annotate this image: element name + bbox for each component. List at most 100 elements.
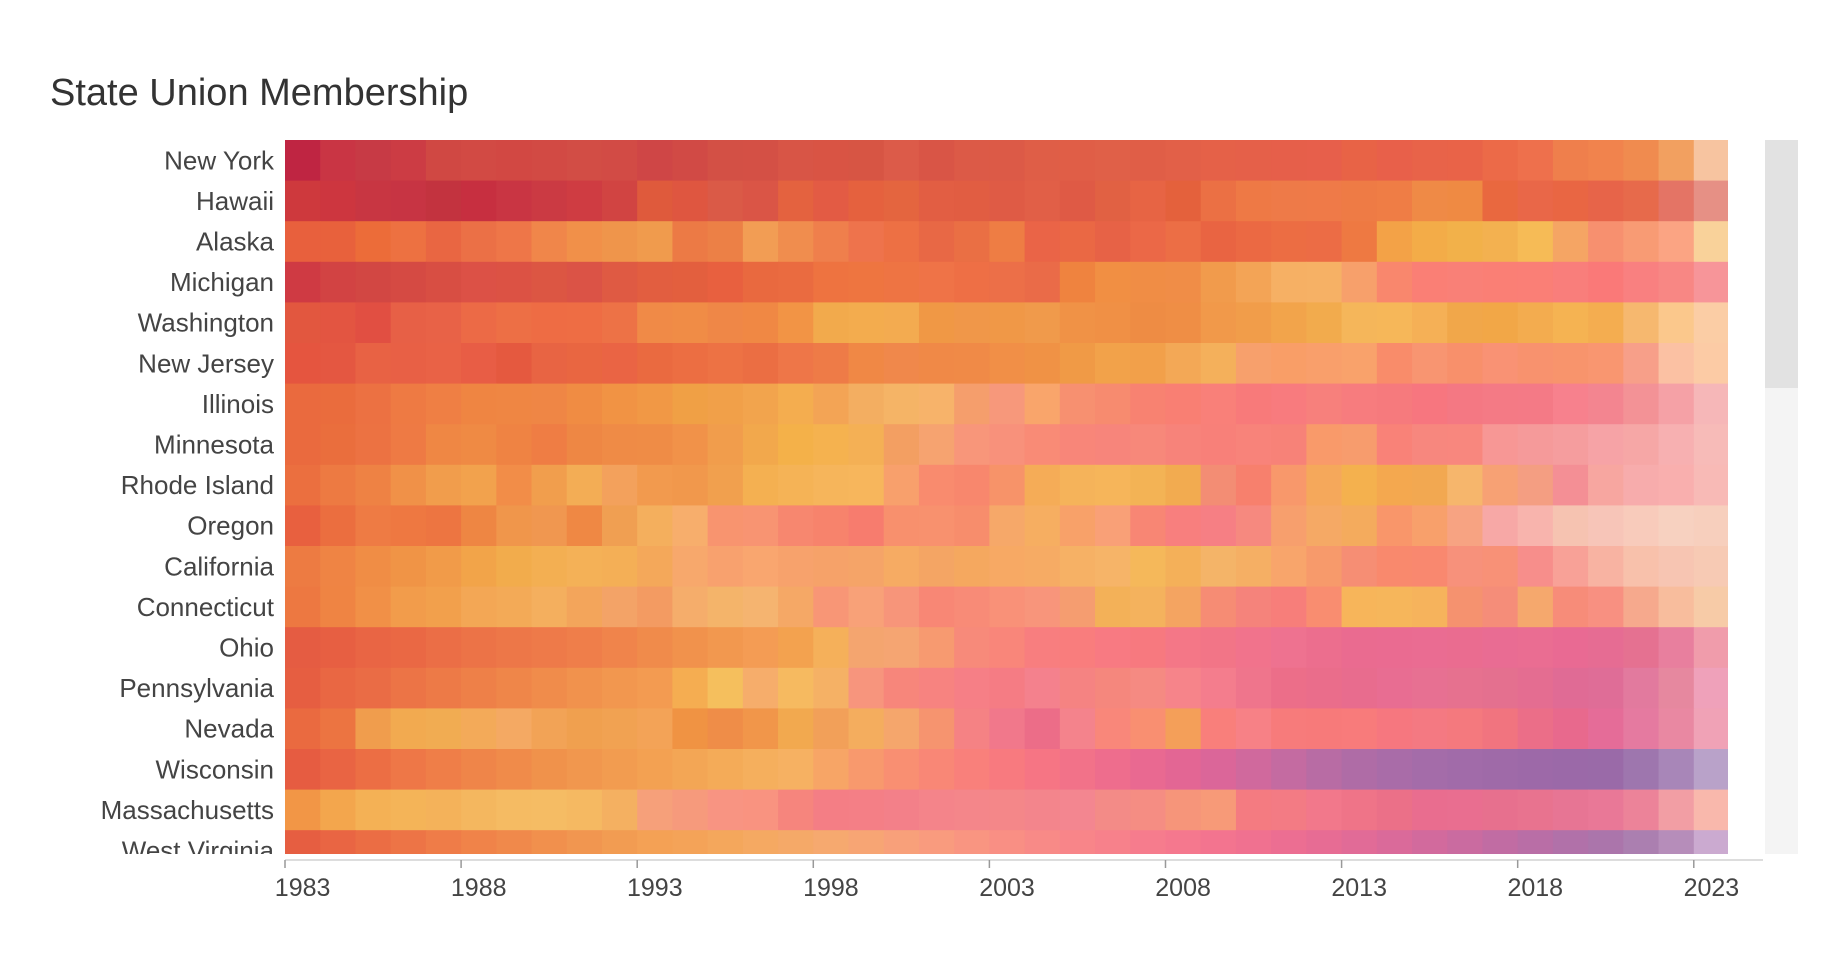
heatmap-cell [1059,343,1096,385]
heatmap-cell [531,464,568,506]
heatmap-cell [1095,627,1131,669]
heatmap-cell [1658,749,1695,791]
heatmap-cell [1482,180,1519,222]
heatmap-cell [672,830,709,854]
heatmap-cell [390,505,427,547]
heatmap-cell [355,789,392,831]
heatmap-cell [1623,586,1660,628]
heatmap-cell [637,667,674,709]
heatmap-cell [390,586,427,628]
heatmap-cell [707,302,744,344]
heatmap-cell [1412,180,1448,222]
heatmap-cell [1482,586,1519,628]
heatmap-cell [1059,140,1096,182]
heatmap-cell [1024,180,1061,222]
heatmap-cell [285,505,321,547]
heatmap-cell [1588,708,1624,750]
heatmap-cell [1412,830,1448,854]
heatmap-cell [1306,789,1343,831]
heatmap-cell [601,749,638,791]
heatmap-cell [1623,261,1660,303]
heatmap-cell [320,383,357,425]
heatmap-cell [285,586,321,628]
heatmap-cell [1376,343,1413,385]
heatmap-cell [1658,464,1695,506]
heatmap-cell [1658,221,1695,263]
heatmap-cell [1693,505,1728,547]
heatmap-cell [672,749,709,791]
heatmap-cell [1552,302,1589,344]
heatmap-cell [1200,546,1237,588]
heatmap-cell [637,830,674,854]
heatmap-cell [355,749,392,791]
vertical-scrollbar[interactable] [1765,140,1798,854]
heatmap-cell [566,261,603,303]
heatmap-cell [496,302,533,344]
heatmap-cell [496,464,533,506]
heatmap-cell [601,789,638,831]
heatmap-cell [1024,830,1061,854]
heatmap-cell [1658,667,1695,709]
heatmap-cell [1271,302,1307,344]
heatmap-cell [672,586,709,628]
heatmap-cell [1693,627,1728,669]
row-label: Michigan [170,267,274,297]
heatmap-cell [1588,261,1624,303]
heatmap-cell [1341,749,1378,791]
heatmap-cell [778,464,814,506]
heatmap-cell [1588,627,1624,669]
heatmap-cell [355,667,392,709]
heatmap-cell [390,343,427,385]
heatmap-cell [742,140,779,182]
heatmap-cell [1447,343,1484,385]
heatmap-cell [883,464,920,506]
heatmap-cell [1341,221,1378,263]
heatmap-cell [813,221,850,263]
heatmap-cell [285,383,321,425]
heatmap-cell [1165,586,1202,628]
x-tick-label: 2023 [1684,874,1740,902]
heatmap-cell [672,180,709,222]
heatmap-cell [1059,708,1096,750]
heatmap-cell [390,180,427,222]
row-label: California [164,551,274,581]
heatmap-cell [1623,302,1660,344]
heatmap-cell [1306,383,1343,425]
heatmap-cell [813,586,850,628]
heatmap-cell [1200,383,1237,425]
heatmap-cell [320,221,357,263]
heatmap-cell [1693,789,1728,831]
heatmap-cell [742,343,779,385]
heatmap-cell [1130,221,1167,263]
heatmap-cell [637,221,674,263]
heatmap-cell [1482,627,1519,669]
heatmap-cell [672,383,709,425]
heatmap-cell [1059,261,1096,303]
scrollbar-thumb[interactable] [1765,140,1798,388]
row-label: Alaska [196,227,275,257]
heatmap-cell [1095,383,1131,425]
heatmap-cell [1623,627,1660,669]
heatmap-cell [918,302,955,344]
heatmap-cell [1482,708,1519,750]
heatmap-cell [1623,343,1660,385]
heatmap-cell [531,708,568,750]
row-label: Connecticut [137,592,275,622]
heatmap-cell [637,505,674,547]
heatmap-cell [918,546,955,588]
heatmap-cell [672,343,709,385]
heatmap-cell [707,343,744,385]
heatmap-cell [496,708,533,750]
heatmap-cell [1130,789,1167,831]
heatmap-cell [320,343,357,385]
heatmap-cell [1271,708,1307,750]
heatmap-cell [1693,180,1728,222]
heatmap-cell [1447,221,1484,263]
heatmap-cell [778,789,814,831]
heatmap-cell [285,221,321,263]
heatmap-cell [1341,546,1378,588]
heatmap-cell [355,464,392,506]
heatmap-cell [1447,180,1484,222]
heatmap-cell [1552,586,1589,628]
heatmap-cell [1552,383,1589,425]
